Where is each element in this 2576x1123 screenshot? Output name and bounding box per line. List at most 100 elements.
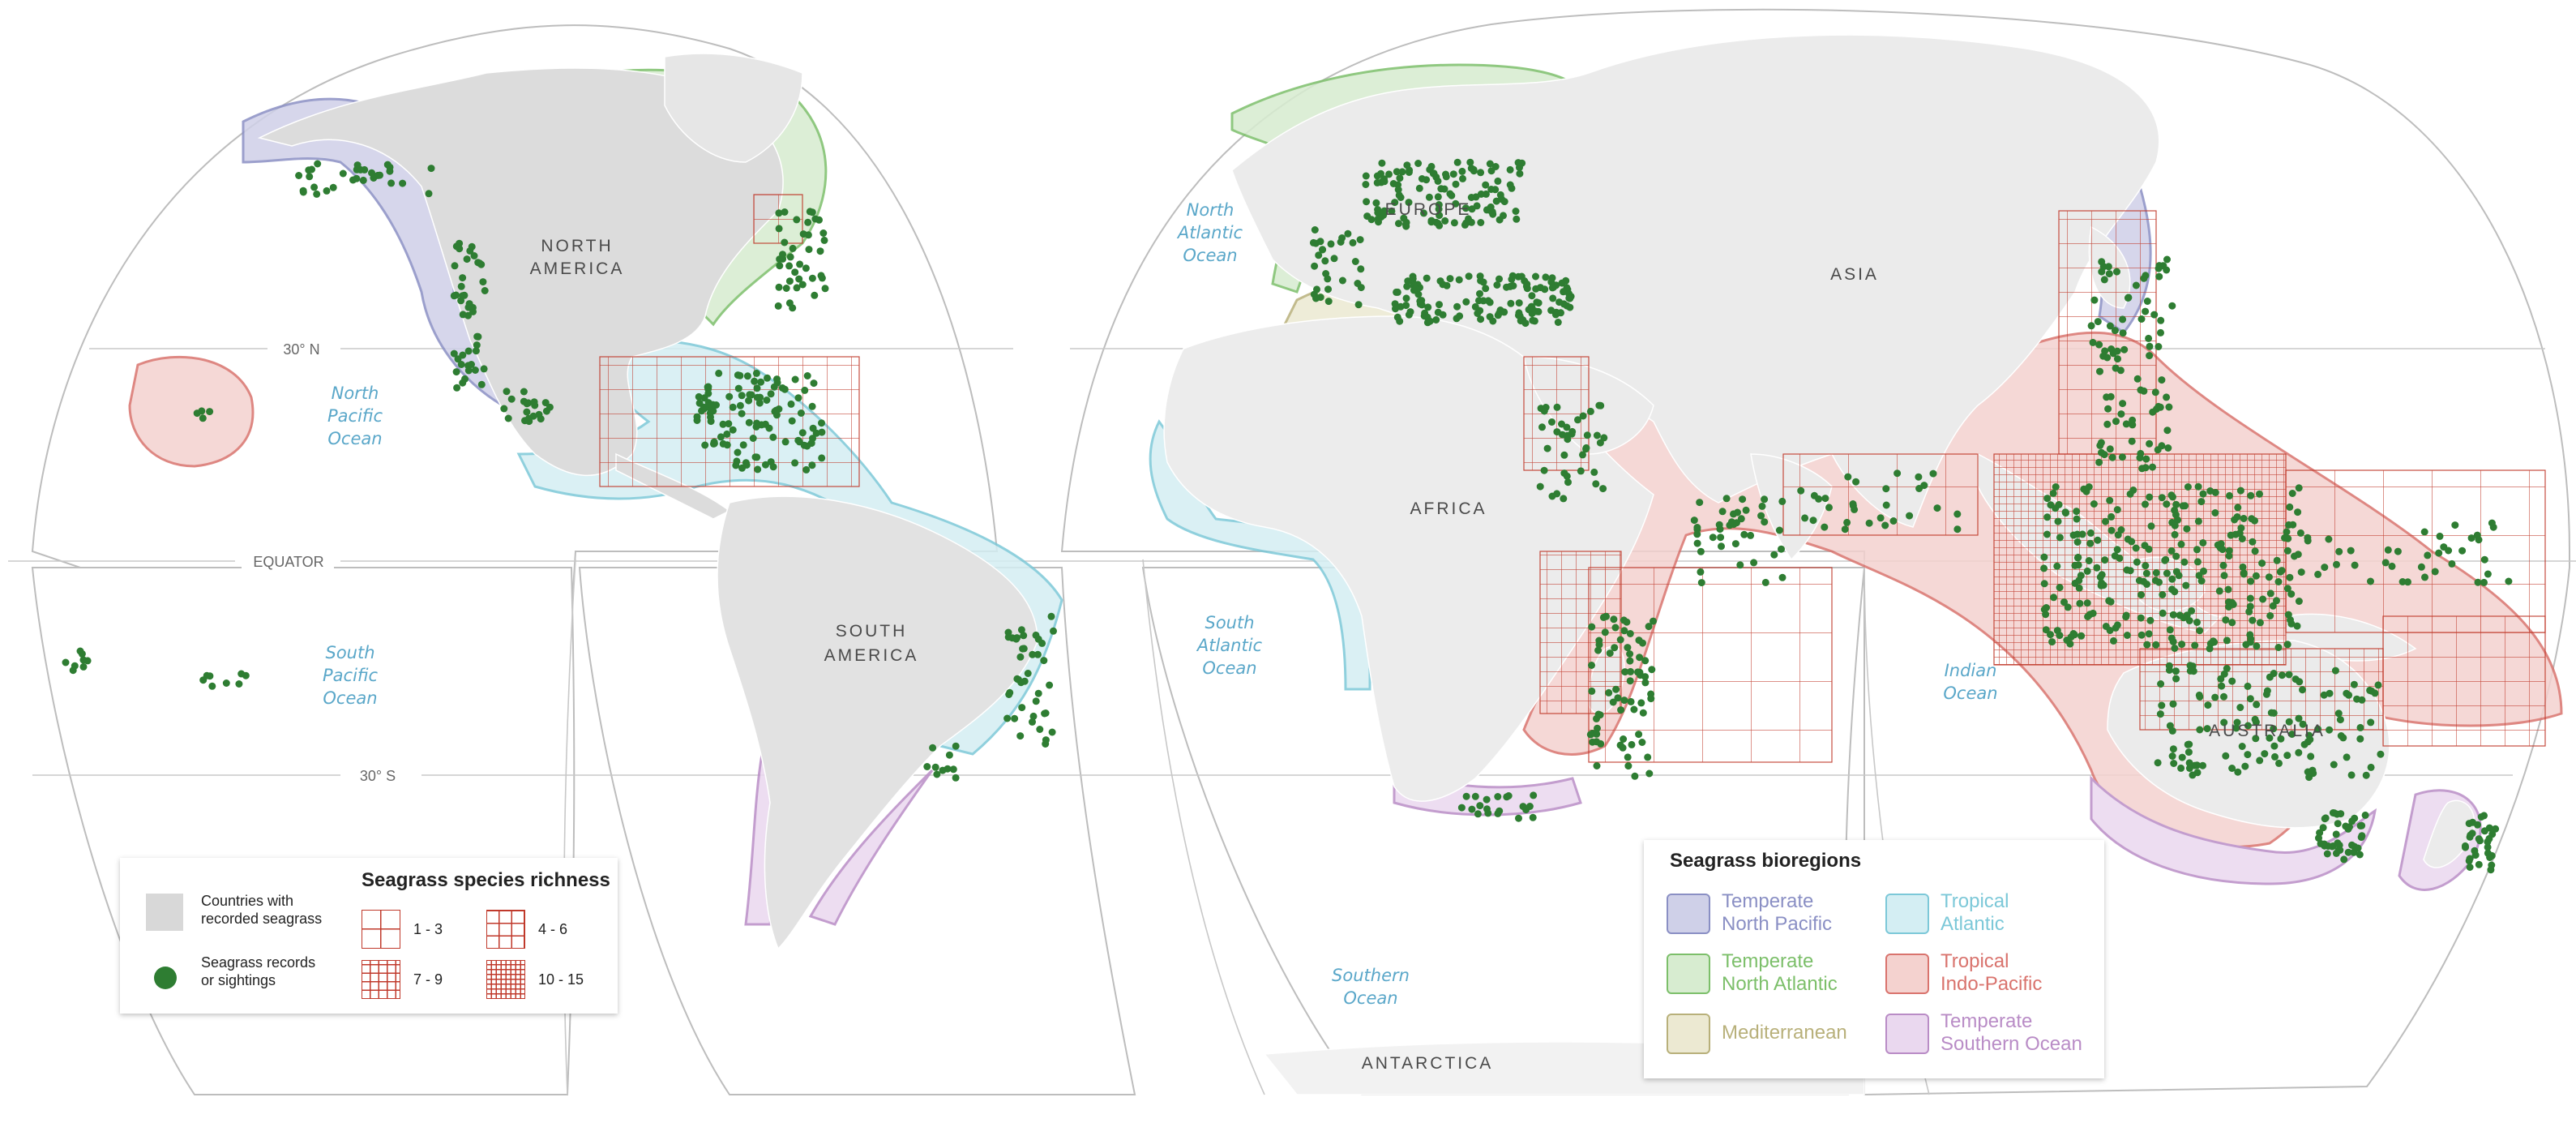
seagrass-record-dot bbox=[2140, 577, 2147, 585]
richness-swatch-4-6 bbox=[486, 910, 525, 949]
seagrass-record-dot bbox=[359, 176, 367, 184]
seagrass-record-dot bbox=[1453, 158, 1461, 166]
seagrass-record-dot bbox=[2104, 263, 2112, 271]
seagrass-record-dot bbox=[1696, 499, 1704, 507]
seagrass-record-dot bbox=[2487, 866, 2495, 874]
seagrass-record-dot bbox=[2248, 515, 2256, 523]
seagrass-record-dot bbox=[1344, 229, 1352, 238]
seagrass-record-dot bbox=[2285, 718, 2293, 726]
seagrass-record-dot bbox=[1523, 280, 1531, 288]
seagrass-record-dot bbox=[1416, 297, 1424, 305]
seagrass-record-dot bbox=[1415, 184, 1423, 192]
seagrass-record-dot bbox=[79, 662, 88, 671]
seagrass-record-dot bbox=[1349, 238, 1357, 246]
seagrass-record-dot bbox=[2288, 490, 2296, 497]
seagrass-record-dot bbox=[2417, 563, 2425, 571]
seagrass-record-dot bbox=[2098, 579, 2106, 587]
seagrass-record-dot bbox=[1849, 502, 1857, 510]
seagrass-record-dot bbox=[476, 259, 484, 268]
seagrass-record-dot bbox=[1742, 506, 1750, 514]
seagrass-record-dot bbox=[1500, 198, 1508, 206]
seagrass-record-dot bbox=[781, 438, 789, 446]
seagrass-record-dot bbox=[708, 401, 716, 409]
seagrass-record-dot bbox=[1761, 495, 1769, 504]
seagrass-record-dot bbox=[808, 208, 816, 216]
seagrass-record-dot bbox=[1477, 169, 1485, 177]
seagrass-record-dot bbox=[2283, 585, 2291, 593]
seagrass-record-dot bbox=[1394, 186, 1402, 194]
seagrass-record-dot bbox=[1467, 218, 1475, 226]
seagrass-record-dot bbox=[199, 414, 207, 422]
label-indian-1: Indian bbox=[1945, 661, 1997, 680]
seagrass-record-dot bbox=[1843, 518, 1851, 526]
seagrass-record-dot bbox=[2344, 825, 2352, 833]
seagrass-record-dot bbox=[1730, 510, 1737, 518]
seagrass-record-dot bbox=[2132, 281, 2140, 289]
seagrass-record-dot bbox=[1717, 534, 1725, 542]
seagrass-record-dot bbox=[2334, 709, 2343, 718]
seagrass-record-dot bbox=[2211, 509, 2219, 516]
seagrass-record-dot bbox=[1540, 466, 1548, 474]
seagrass-record-dot bbox=[1496, 275, 1503, 283]
seagrass-record-dot bbox=[1821, 495, 1829, 503]
seagrass-record-dot bbox=[1797, 486, 1805, 495]
seagrass-record-dot bbox=[1432, 316, 1440, 324]
seagrass-record-dot bbox=[2181, 502, 2189, 510]
seagrass-record-dot bbox=[1603, 612, 1610, 620]
seagrass-record-dot bbox=[2304, 537, 2312, 545]
seagrass-record-dot bbox=[2203, 725, 2211, 733]
seagrass-record-dot bbox=[791, 268, 799, 276]
seagrass-record-dot bbox=[2466, 855, 2474, 863]
seagrass-record-dot bbox=[535, 410, 543, 418]
seagrass-record-dot bbox=[707, 413, 714, 421]
seagrass-record-dot bbox=[2075, 577, 2083, 585]
ocean-labels: North Pacific Ocean South Pacific Ocean … bbox=[323, 200, 1998, 1008]
seagrass-record-dot bbox=[473, 332, 481, 341]
seagrass-record-dot bbox=[2133, 558, 2141, 566]
seagrass-record-dot bbox=[2075, 584, 2083, 592]
seagrass-record-dot bbox=[2232, 530, 2240, 538]
seagrass-record-dot bbox=[2132, 544, 2140, 552]
seagrass-record-dot bbox=[2069, 531, 2077, 539]
seagrass-record-dot bbox=[1403, 282, 1411, 290]
seagrass-record-dot bbox=[2090, 500, 2098, 508]
seagrass-record-dot bbox=[1566, 303, 1574, 311]
seagrass-record-dot bbox=[1626, 657, 1634, 665]
seagrass-record-dot bbox=[1400, 214, 1408, 222]
seagrass-record-dot bbox=[2185, 617, 2193, 624]
seagrass-record-dot bbox=[1801, 514, 1809, 522]
seagrass-record-dot bbox=[2040, 564, 2048, 572]
seagrass-record-dot bbox=[1016, 653, 1025, 661]
seagrass-record-dot bbox=[1515, 311, 1522, 319]
seagrass-record-dot bbox=[2220, 718, 2228, 727]
seagrass-record-dot bbox=[2090, 296, 2099, 304]
seagrass-record-dot bbox=[477, 380, 486, 388]
seagrass-record-dot bbox=[314, 160, 322, 168]
seagrass-record-dot bbox=[1693, 539, 1701, 547]
seagrass-record-dot bbox=[1518, 159, 1526, 167]
seagrass-record-dot bbox=[1461, 204, 1470, 212]
seagrass-record-dot bbox=[1398, 168, 1406, 176]
seagrass-record-dot bbox=[729, 403, 737, 411]
seagrass-record-dot bbox=[1452, 180, 1460, 188]
seagrass-record-dot bbox=[2142, 500, 2149, 508]
seagrass-record-dot bbox=[2073, 554, 2082, 562]
seagrass-record-dot bbox=[1513, 215, 1521, 223]
seagrass-record-dot bbox=[1733, 519, 1740, 527]
seagrass-record-dot bbox=[2112, 418, 2120, 426]
seagrass-record-dot bbox=[2480, 578, 2488, 586]
seagrass-record-dot bbox=[2356, 851, 2364, 859]
seagrass-record-dot bbox=[1032, 631, 1040, 639]
seagrass-record-dot bbox=[481, 287, 489, 294]
seagrass-record-dot bbox=[1592, 480, 1600, 488]
bioregions-title: Seagrass bioregions bbox=[1670, 850, 1862, 872]
seagrass-record-dot bbox=[2273, 556, 2281, 564]
seagrass-record-dot bbox=[1563, 472, 1571, 480]
seagrass-record-dot bbox=[789, 244, 797, 252]
seagrass-record-dot bbox=[1639, 709, 1647, 717]
bioregion-label-2: Temperate North Atlantic bbox=[1722, 950, 1838, 995]
seagrass-record-dot bbox=[2262, 690, 2270, 698]
seagrass-record-dot bbox=[804, 231, 812, 239]
seagrass-record-dot bbox=[2356, 735, 2364, 743]
seagrass-record-dot bbox=[1617, 706, 1625, 714]
